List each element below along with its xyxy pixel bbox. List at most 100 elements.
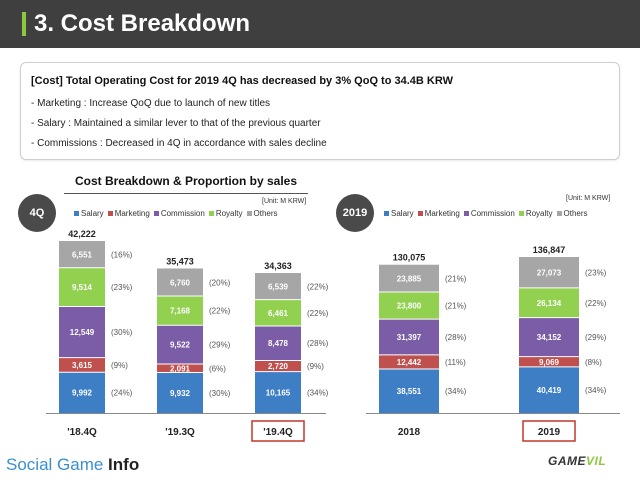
legend-label: Salary [81,209,104,218]
pct-label-2018-royalty: (21%) [445,302,467,311]
bar-19-4q-salary [255,371,301,413]
quarter-badge: 4Q [18,194,56,232]
value-label-19-3q-commission: 9,522 [170,341,191,350]
right-legend: Salary Marketing Commission Royalty Others [384,209,592,218]
legend-swatch [417,211,423,216]
bar-19-3q-others [157,268,203,297]
value-label-2019-royalty: 26,134 [537,299,562,308]
category-label-19-4q: '19.4Q [263,427,293,438]
value-label-18-4q-salary: 9,992 [72,389,93,398]
summary-box: [Cost] Total Operating Cost for 2019 4Q … [20,62,620,160]
bar-2019-salary [519,366,579,413]
bar-19-3q-marketing [157,364,203,373]
legend-label: Marketing [424,209,460,218]
legend-label: Others [253,209,278,218]
category-label-2019: 2019 [538,427,561,438]
pct-label-18-4q-salary: (24%) [111,389,133,398]
value-label-19-4q-salary: 10,165 [266,388,291,397]
legend-swatch [556,211,562,216]
legend-marketing: Marketing [417,209,460,218]
slide-title: 3. Cost Breakdown [34,10,251,37]
value-label-2018-others: 23,885 [397,274,422,283]
bar-19-4q-commission [255,325,301,361]
legend-others: Others [556,209,588,218]
social-game-info-logo: Social Game Info [6,455,140,474]
legend-marketing: Marketing [107,209,150,218]
pct-label-18-4q-others: (16%) [111,250,133,259]
value-label-2019-others: 27,073 [537,268,562,277]
bar-19-4q-marketing [255,360,301,372]
legend-swatch [463,211,469,216]
total-label-19-4q: 34,363 [264,261,292,271]
legend-swatch [246,211,252,216]
total-label-2019: 136,847 [533,245,566,255]
pct-label-2018-marketing: (11%) [445,358,466,367]
pct-label-19-3q-others: (20%) [209,278,231,287]
bar-2019-marketing [519,356,579,367]
legend-commission: Commission [153,209,205,218]
bar-18-4q-royalty [59,267,105,307]
pct-label-18-4q-marketing: (9%) [111,361,128,370]
pct-label-2019-royalty: (22%) [585,299,607,308]
value-label-19-4q-commission: 8,478 [268,339,289,348]
value-label-2018-marketing: 12,442 [397,358,422,367]
title-accent-bar [22,12,26,36]
summary-bullet-salary: - Salary : Maintained a similar lever to… [31,118,321,129]
value-label-19-4q-others: 6,539 [268,282,289,291]
value-label-18-4q-marketing: 3,615 [72,361,93,370]
pct-label-2018-commission: (28%) [445,333,467,342]
bar-19-4q-royalty [255,299,301,326]
bar-2019-others [519,257,579,288]
value-label-18-4q-royalty: 9,514 [72,283,93,292]
total-label-18-4q: 42,222 [68,229,96,239]
pct-label-18-4q-royalty: (23%) [111,283,133,292]
legend-swatch [384,211,389,216]
bar-19-3q-royalty [157,296,203,326]
pct-label-19-4q-royalty: (22%) [307,309,329,318]
summary-bullet-marketing: - Marketing : Increase QoQ due to launch… [31,98,271,109]
legend-salary: Salary [384,209,414,218]
legend-salary: Salary [74,209,104,218]
legend-label: Commission [470,209,515,218]
category-label-19-3q: '19.3Q [165,427,195,438]
legend-swatch [518,211,524,216]
value-label-18-4q-others: 6,551 [72,250,93,259]
value-label-2019-commission: 34,152 [537,333,562,342]
legend-others: Others [246,209,278,218]
legend-label: Salary [391,209,414,218]
year-badge: 2019 [336,194,374,232]
summary-headline: [Cost] Total Operating Cost for 2019 4Q … [31,75,453,87]
pct-label-19-4q-marketing: (9%) [307,362,324,371]
bar-2018-royalty [379,291,439,320]
legend-label: Royalty [525,209,553,218]
gamevil-logo: GAMEVIL [548,454,607,468]
legend-swatch [107,211,113,216]
value-label-2018-royalty: 23,800 [397,302,422,311]
value-label-19-4q-royalty: 6,461 [268,309,289,318]
bar-2018-marketing [379,354,439,370]
bar-18-4q-commission [59,306,105,358]
pct-label-19-4q-commission: (28%) [307,339,329,348]
value-label-2019-salary: 40,419 [537,386,562,395]
bar-2018-others [379,264,439,292]
legend-swatch [153,211,159,216]
pct-label-2019-marketing: (8%) [585,358,602,367]
bar-2018-salary [379,369,439,413]
pct-label-19-4q-others: (22%) [307,282,329,291]
bar-19-3q-commission [157,325,203,365]
total-label-2018: 130,075 [393,253,426,263]
bar-2018-commission [379,319,439,355]
legend-swatch [74,211,79,216]
legend-label: Royalty [215,209,243,218]
value-label-19-3q-others: 6,760 [170,278,191,287]
summary-bullet-commissions: - Commissions : Decreased in 4Q in accor… [31,138,327,149]
legend-label: Commission [160,209,205,218]
pct-label-2019-salary: (34%) [585,386,607,395]
legend-label: Others [563,209,588,218]
bar-18-4q-others [59,241,105,268]
value-label-19-3q-marketing: 2,091 [170,364,191,373]
pct-label-18-4q-commission: (30%) [111,328,133,337]
value-label-19-3q-royalty: 7,168 [170,307,191,316]
slide-header: 3. Cost Breakdown [0,0,640,48]
left-unit-label: [Unit: M KRW] [262,198,307,205]
